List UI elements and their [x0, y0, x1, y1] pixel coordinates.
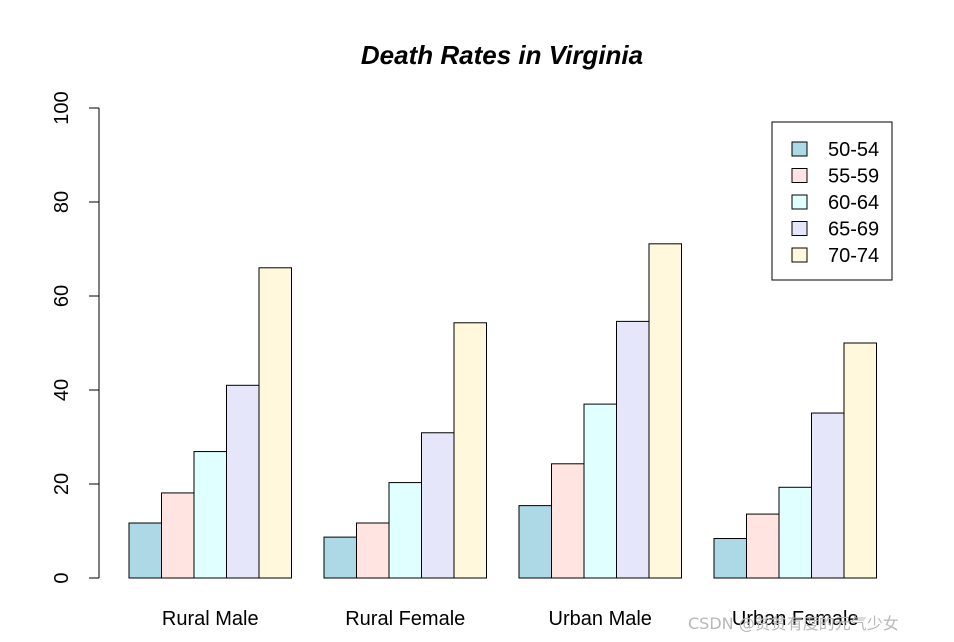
- bar: [323, 536, 357, 579]
- bar: [746, 513, 780, 579]
- y-axis: 0 20 40 60 80 100: [51, 91, 100, 584]
- y-tick-label: 40: [51, 379, 73, 401]
- bar: [811, 412, 845, 579]
- bar: [356, 522, 390, 579]
- bar: [421, 432, 455, 579]
- legend: 50-54 55-59 60-64 65-69 70-74: [771, 121, 893, 281]
- bar: [713, 538, 747, 579]
- bar: [128, 522, 162, 579]
- bar: [453, 322, 487, 579]
- bar: [518, 505, 552, 579]
- bar: [648, 243, 682, 579]
- y-tick-label: 100: [51, 91, 73, 124]
- legend-swatch: [791, 168, 808, 183]
- x-axis-labels: Rural Male Rural Female Urban Male Urban Fe…: [162, 608, 859, 630]
- x-tick-label: Urban Female: [732, 608, 859, 630]
- bar: [551, 463, 585, 579]
- y-tick-label: 60: [51, 285, 73, 307]
- legend-label: 70-74: [828, 245, 879, 267]
- bar: [161, 492, 195, 579]
- watermark-text: CSDN @贫贫有度的元气少女: [688, 614, 899, 633]
- legend-swatch: [791, 141, 808, 157]
- x-tick-label: Rural Male: [162, 608, 259, 630]
- bar: [583, 403, 617, 579]
- y-tick-label: 80: [51, 191, 73, 213]
- bar: [258, 267, 292, 579]
- bar: [226, 384, 260, 579]
- legend-label: 50-54: [828, 139, 879, 161]
- legend-label: 65-69: [828, 219, 879, 241]
- bars-group: [128, 243, 877, 579]
- bar: [616, 320, 650, 579]
- legend-swatch: [791, 247, 808, 263]
- chart-title: Death Rates in Virginia: [361, 40, 643, 70]
- bar: [778, 486, 812, 579]
- bar: [843, 342, 877, 579]
- bar: [193, 451, 227, 579]
- legend-swatch: [791, 221, 808, 236]
- x-tick-label: Rural Female: [345, 608, 465, 630]
- legend-swatch: [791, 194, 808, 210]
- y-tick-label: 0: [51, 572, 73, 583]
- legend-label: 60-64: [828, 192, 879, 214]
- y-tick-label: 20: [51, 473, 73, 495]
- legend-label: 55-59: [828, 166, 879, 188]
- x-tick-label: Urban Male: [549, 608, 652, 630]
- bar: [388, 482, 422, 579]
